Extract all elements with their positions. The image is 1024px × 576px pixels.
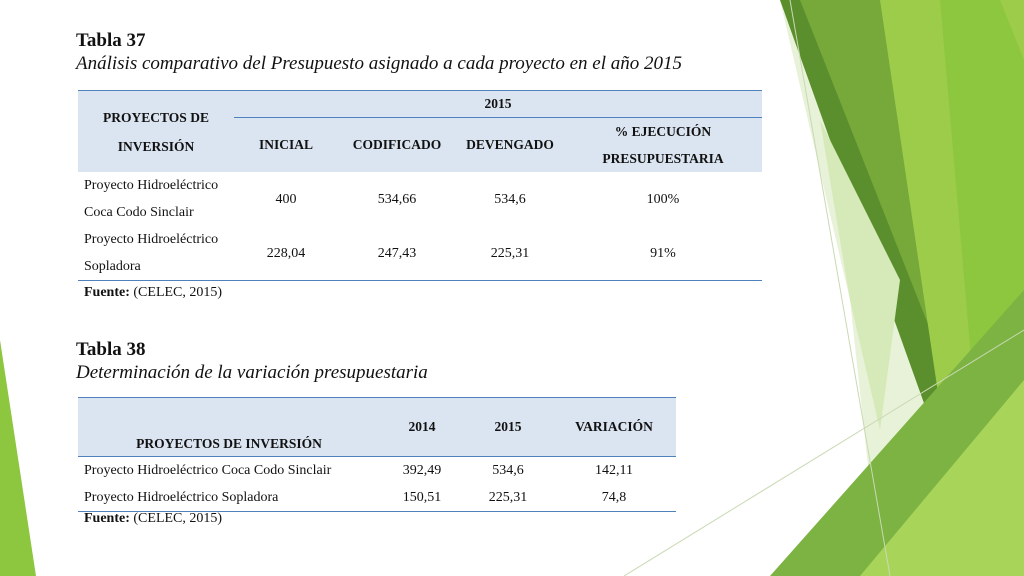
table37-title: Análisis comparativo del Presupuesto asi… [76,53,682,74]
table38-title: Determinación de la variación presupuest… [76,362,428,383]
table37-header-year: 2015 [234,90,762,118]
table37-row1-codificado: 534,66 [377,191,417,207]
table38-row1-2015: 534,6 [492,462,524,478]
table38-header-2014: 2014 [380,397,464,457]
table38-number: Tabla 38 [76,339,146,360]
table37-header-devengado: DEVENGADO [456,117,564,172]
table38-header-2015: 2015 [464,397,552,457]
table38-source-label: Fuente: [84,511,130,526]
table37-header-ejecucion: % EJECUCIÓN PRESUPUESTARIA [564,117,762,172]
table37-number: Tabla 37 [76,30,146,51]
table37-source-label: Fuente: [84,285,130,300]
table37-caption: Tabla 37 Análisis comparativo del Presup… [76,30,682,76]
bottom-pale-shape [860,380,1024,576]
table38: PROYECTOS DE INVERSIÓN 2014 2015 VARIACI… [78,397,676,512]
table38-row2-2015: 225,31 [464,484,552,512]
table37-row1-project: Proyecto Hidroeléctrico Coca Codo Sincla… [84,178,219,220]
table38-row2-project: Proyecto Hidroeléctrico Sopladora [78,484,380,512]
thin-line-1 [789,0,891,576]
table38-row1-project: Proyecto Hidroeléctrico Coca Codo Sincla… [84,462,332,478]
table37-row2-project: Proyecto Hidroeléctrico Sopladora [78,226,234,281]
table38-header-variacion: VARIACIÓN [552,397,676,457]
table38-row2-2014: 150,51 [380,484,464,512]
table37-row2-inicial: 228,04 [234,226,338,281]
table38-row1-2014: 392,49 [402,462,442,478]
table-row: Proyecto Hidroeléctrico Coca Codo Sincla… [78,457,676,485]
table37-row1-devengado: 534,6 [494,191,526,207]
table38-source-value: (CELEC, 2015) [133,511,223,526]
table38-row2-variacion: 74,8 [552,484,676,512]
table37: PROYECTOS DE INVERSIÓN 2015 INICIAL CODI… [78,90,762,281]
table38-header-project: PROYECTOS DE INVERSIÓN [78,397,380,457]
right-dark-shape [780,0,960,420]
table-row: Proyecto Hidroeléctrico Sopladora 150,51… [78,484,676,512]
table37-header-inicial: INICIAL [234,117,338,172]
table37-row2-ejecucion: 91% [564,226,762,281]
right-mid-shape [800,0,1024,380]
table38-row1-variacion: 142,11 [595,462,633,478]
table-row: Proyecto Hidroeléctrico Sopladora 228,04… [78,226,762,281]
right-lime-shape [940,0,1024,576]
table38-caption: Tabla 38 Determinación de la variación p… [76,339,428,385]
table-row: Proyecto Hidroeléctrico Coca Codo Sincla… [78,172,762,226]
table37-header-codificado: CODIFICADO [338,117,456,172]
table37-header-project: PROYECTOS DE INVERSIÓN [78,90,234,172]
table37-row1-ejecucion: 100% [646,191,680,207]
table37-source-value: (CELEC, 2015) [133,285,223,300]
right-pale-shape-1 [780,0,1024,576]
table38-source: Fuente: (CELEC, 2015) [84,511,222,527]
bottom-green-shape [770,290,1024,576]
right-pale-shape-2 [820,120,900,430]
table37-row1-inicial: 400 [275,191,297,207]
table37-row2-devengado: 225,31 [456,226,564,281]
right-light-shape [880,0,1024,576]
thin-line-2 [623,329,1024,576]
left-green-shape [0,340,36,576]
table37-source: Fuente: (CELEC, 2015) [84,285,222,301]
table37-row2-codificado: 247,43 [338,226,456,281]
